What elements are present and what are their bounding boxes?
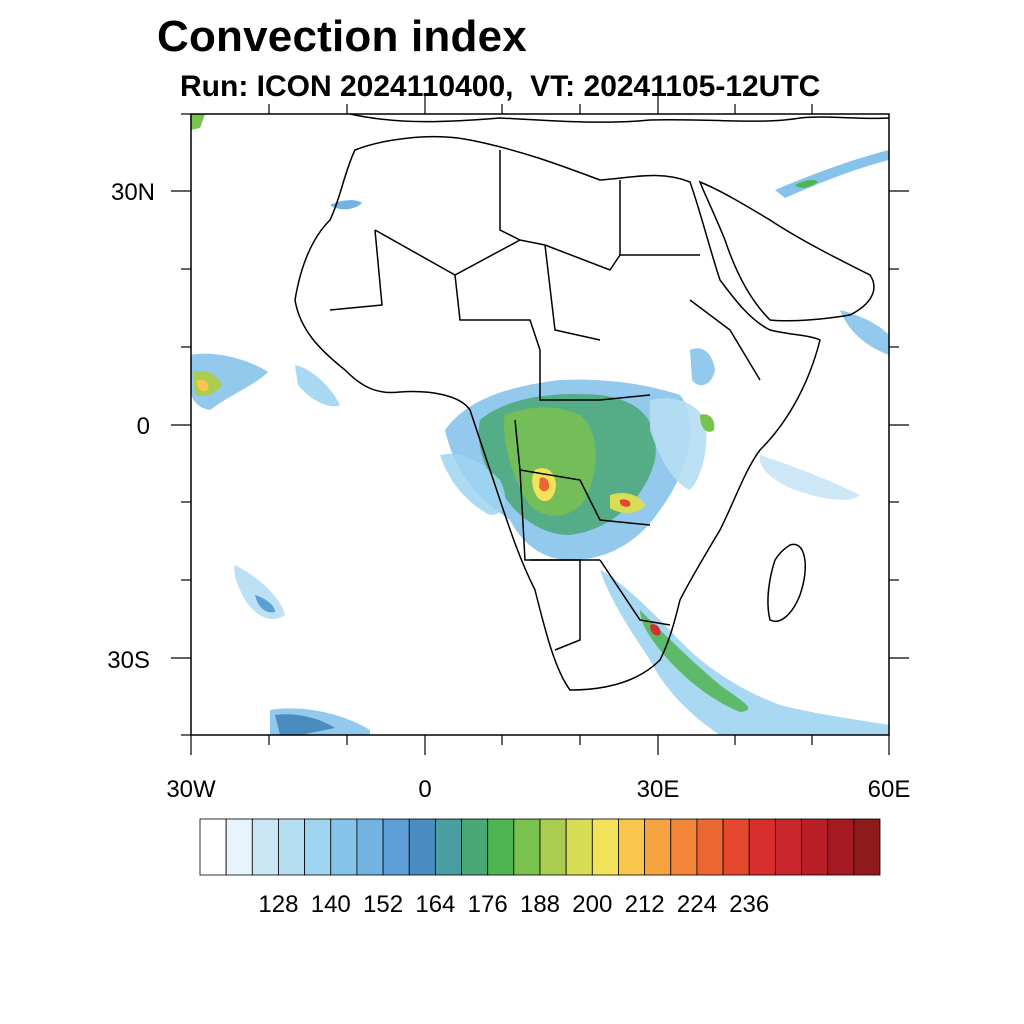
colorbar-swatch — [487, 818, 515, 876]
coastlines — [294, 114, 889, 691]
colorbar-swatch — [382, 818, 410, 876]
colorbar-swatch — [408, 818, 436, 876]
convection-shading — [191, 114, 889, 735]
colorbar-swatch — [434, 818, 462, 876]
colorbar-swatch — [565, 818, 593, 876]
axis-ticks — [171, 94, 909, 755]
colorbar-swatch — [853, 818, 881, 876]
lon-label-30w: 30W — [166, 776, 216, 803]
lat-label-0: 0 — [137, 413, 150, 440]
chart-title: Convection index — [157, 12, 527, 61]
colorbar-label: 224 — [677, 891, 717, 918]
colorbar-swatch — [827, 818, 855, 876]
colorbar-swatch — [618, 818, 646, 876]
colorbar-label: 188 — [520, 891, 560, 918]
colorbar-swatch — [722, 818, 750, 876]
colorbar-label: 152 — [363, 891, 403, 918]
lon-label-0: 0 — [418, 776, 431, 803]
colorbar-swatch — [696, 818, 724, 876]
lon-label-30e: 30E — [637, 776, 680, 803]
colorbar-swatch — [225, 818, 253, 876]
colorbar-label: 176 — [468, 891, 508, 918]
lon-label-60e: 60E — [868, 776, 911, 803]
lat-label-30n: 30N — [111, 179, 155, 206]
colorbar-swatch — [748, 818, 776, 876]
colorbar-label: 212 — [625, 891, 665, 918]
colorbar-swatch — [774, 818, 802, 876]
colorbar-swatch — [591, 818, 619, 876]
colorbar-label: 140 — [311, 891, 351, 918]
colorbar-swatch — [330, 818, 358, 876]
colorbar: 128 140 152 164 176 188 200 212 224 236 — [199, 818, 881, 918]
colorbar-swatch — [539, 818, 567, 876]
colorbar-label: 164 — [415, 891, 455, 918]
colorbar-swatch — [278, 818, 306, 876]
colorbar-swatch — [251, 818, 279, 876]
colorbar-swatch — [670, 818, 698, 876]
colorbar-label: 200 — [572, 891, 612, 918]
colorbar-swatch — [304, 818, 332, 876]
colorbar-swatch — [513, 818, 541, 876]
chart-subtitle: Run: ICON 2024110400, VT: 20241105-12UTC — [180, 70, 821, 103]
colorbar-swatch — [801, 818, 829, 876]
colorbar-label: 236 — [729, 891, 769, 918]
colorbar-swatch — [644, 818, 672, 876]
colorbar-swatch — [356, 818, 384, 876]
colorbar-label: 128 — [258, 891, 298, 918]
colorbar-swatch — [461, 818, 489, 876]
colorbar-swatch — [199, 818, 227, 876]
lat-label-30s: 30S — [107, 647, 150, 674]
